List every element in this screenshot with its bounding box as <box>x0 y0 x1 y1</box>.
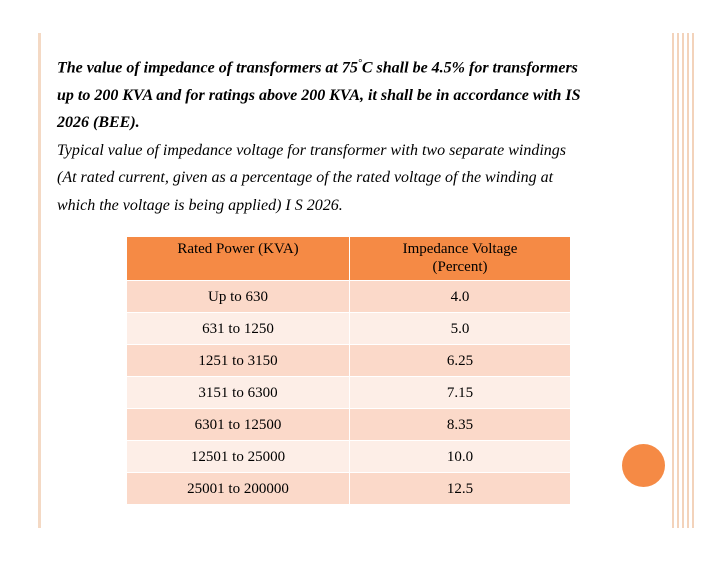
degree-symbol: ° <box>357 58 362 69</box>
left-decorative-rule <box>38 33 41 528</box>
bold-line-1: The value of impedance of transformers a… <box>57 50 669 82</box>
header-impedance-line-2: (Percent) <box>432 259 488 275</box>
table-row: 631 to 1250 5.0 <box>127 312 570 345</box>
table-row: 25001 to 200000 12.5 <box>127 472 570 504</box>
header-impedance-voltage: Impedance Voltage (Percent) <box>349 237 570 281</box>
italic-line-3: which the voltage is being applied) I S … <box>57 196 343 214</box>
table-row: 12501 to 25000 10.0 <box>127 440 570 473</box>
cell-impedance: 10.0 <box>349 440 570 473</box>
cell-rated-power: 631 to 1250 <box>127 312 350 345</box>
bold-paragraph: The value of impedance of transformers a… <box>57 50 669 137</box>
table-row: Up to 630 4.0 <box>127 280 570 313</box>
right-decorative-stripes <box>672 33 696 528</box>
header-rated-power: Rated Power (KVA) <box>127 237 350 281</box>
cell-rated-power: 3151 to 6300 <box>127 376 350 409</box>
slide-text: The value of impedance of transformers a… <box>57 50 669 219</box>
bold-line-1-start: The value of impedance of transformers a… <box>57 59 358 77</box>
table-row: 1251 to 3150 6.25 <box>127 344 570 377</box>
italic-paragraph: Typical value of impedance voltage for t… <box>57 137 669 220</box>
impedance-table-container: Rated Power (KVA) Impedance Voltage (Per… <box>127 237 570 504</box>
header-impedance-line-1: Impedance Voltage <box>402 241 518 257</box>
bold-line-2: up to 200 KVA and for ratings above 200 … <box>57 86 581 104</box>
cell-impedance: 7.15 <box>349 376 570 409</box>
cell-impedance: 5.0 <box>349 312 570 345</box>
bold-line-1-end: C shall be 4.5% for transformers <box>361 59 578 77</box>
cell-impedance: 4.0 <box>349 280 570 313</box>
table-row: 3151 to 6300 7.15 <box>127 376 570 409</box>
cell-impedance: 8.35 <box>349 408 570 441</box>
cell-impedance: 12.5 <box>349 472 570 504</box>
cell-rated-power: 1251 to 3150 <box>127 344 350 377</box>
cell-rated-power: Up to 630 <box>127 280 350 313</box>
table-row: 6301 to 12500 8.35 <box>127 408 570 441</box>
italic-line-2: (At rated current, given as a percentage… <box>57 169 554 187</box>
cell-rated-power: 6301 to 12500 <box>127 408 350 441</box>
italic-line-1: Typical value of impedance voltage for t… <box>57 141 566 159</box>
table-header-row: Rated Power (KVA) Impedance Voltage (Per… <box>127 237 570 281</box>
bold-line-3: 2026 (BEE). <box>57 114 140 132</box>
cell-rated-power: 25001 to 200000 <box>127 472 350 504</box>
cell-impedance: 6.25 <box>349 344 570 377</box>
orange-circle-ornament <box>622 444 665 487</box>
cell-rated-power: 12501 to 25000 <box>127 440 350 473</box>
impedance-table: Rated Power (KVA) Impedance Voltage (Per… <box>127 237 570 504</box>
